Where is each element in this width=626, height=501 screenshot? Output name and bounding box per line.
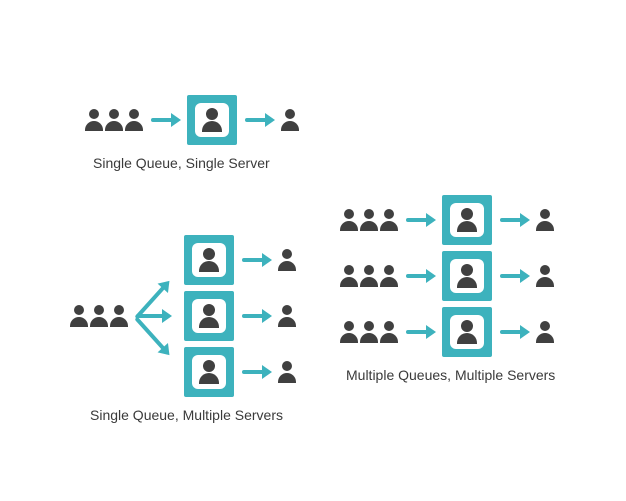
arrow-icon [245,118,273,122]
server-column [184,235,296,397]
server-box [442,195,492,245]
arrow-icon [242,258,270,262]
server-box [442,251,492,301]
caption: Single Queue, Multiple Servers [90,407,296,423]
diagram-multi-multi: Multiple Queues, Multiple Servers [340,195,555,383]
queue [70,305,128,327]
person-icon [105,109,123,131]
arrow-icon [151,118,179,122]
person-icon [90,305,108,327]
diagram-single-multi: Single Queue, Multiple Servers [70,235,296,423]
person-icon [360,209,378,231]
person-icon [281,109,299,131]
person-icon [340,209,358,231]
arrow-icon [242,370,270,374]
person-icon [70,305,88,327]
diagram-single-single: Single Queue, Single Server [85,95,299,171]
person-icon [125,109,143,131]
fanout-arrows [136,236,176,396]
server-box [184,291,234,341]
queue [340,321,398,343]
person-icon [278,361,296,383]
arrow-icon [406,274,434,278]
person-icon [457,264,477,288]
queue [340,209,398,231]
arrow-icon [242,314,270,318]
queue [85,109,143,131]
person-icon [278,305,296,327]
person-icon [340,265,358,287]
server-box [442,307,492,357]
arrow-icon [500,274,528,278]
person-icon [202,108,222,132]
person-icon [199,248,219,272]
person-icon [340,321,358,343]
person-icon [457,208,477,232]
server-box [187,95,237,145]
rows [340,195,555,357]
person-icon [360,265,378,287]
arrow-icon [406,330,434,334]
person-icon [199,360,219,384]
caption: Single Queue, Single Server [93,155,299,171]
arrow-icon [500,218,528,222]
person-icon [360,321,378,343]
arrow-icon [500,330,528,334]
person-icon [380,265,398,287]
person-icon [199,304,219,328]
arrow-icon [136,314,170,318]
person-icon [380,209,398,231]
person-icon [457,320,477,344]
server-box [184,347,234,397]
diagram-stage: Single Queue, Single Server [0,0,626,501]
person-icon [536,265,554,287]
person-icon [536,209,554,231]
person-icon [380,321,398,343]
person-icon [85,109,103,131]
arrow-icon [406,218,434,222]
caption: Multiple Queues, Multiple Servers [346,367,555,383]
server-box [184,235,234,285]
person-icon [110,305,128,327]
queue [340,265,398,287]
person-icon [536,321,554,343]
person-icon [278,249,296,271]
